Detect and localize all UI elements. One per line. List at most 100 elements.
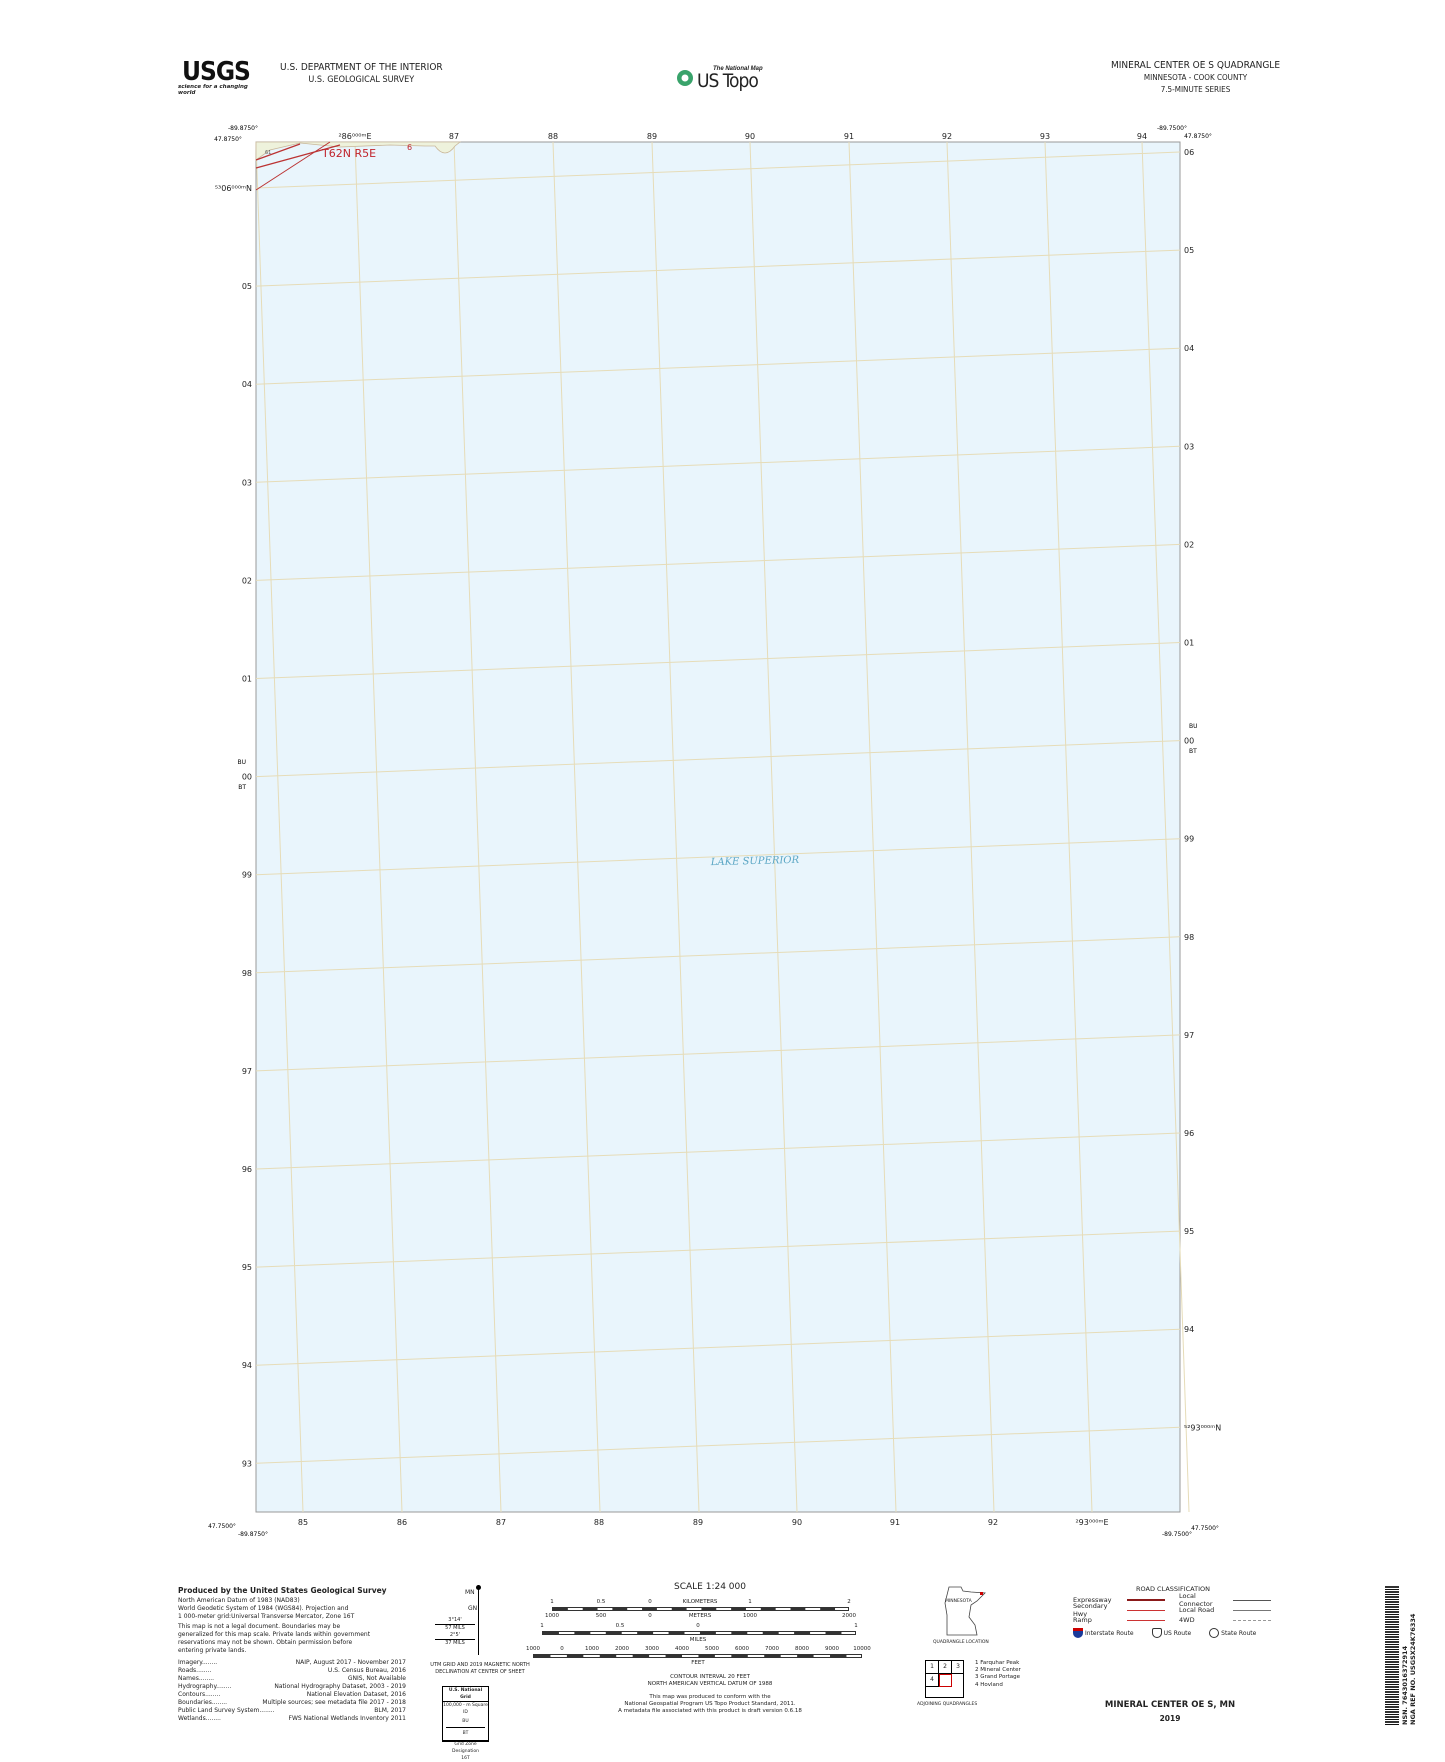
right-tick-label: 02 <box>1184 540 1194 549</box>
utm-grid-line-horizontal <box>255 740 1181 778</box>
bottom-tick-label: 91 <box>890 1518 900 1527</box>
4wd-symbol <box>1233 1619 1271 1621</box>
utm-grid-line-horizontal <box>255 1328 1181 1366</box>
corner-coordinate: -89.8750° <box>238 1531 268 1538</box>
mils-1: 57 MILS <box>445 1625 465 1631</box>
bottom-tick-label: ²93⁰⁰⁰ᵐE <box>1075 1518 1108 1527</box>
angle-2: 2°5' <box>435 1631 475 1640</box>
corner-coordinate: 47.8750° <box>214 136 242 143</box>
right-tick-label: 00 <box>1184 737 1194 746</box>
adjoining-name: 1 Farquhar Peak <box>975 1660 1020 1666</box>
meter-label: 0 <box>648 1613 652 1619</box>
utm-grid-line-vertical <box>1141 141 1190 1513</box>
mile-label: 0.5 <box>615 1623 625 1629</box>
feet-label: 5000 <box>705 1646 719 1652</box>
source-value: FWS National Wetlands Inventory 2011 <box>288 1715 406 1722</box>
adjoining-cell-1: 1 <box>926 1661 939 1674</box>
right-tick-label: 01 <box>1184 639 1194 648</box>
utm-grid-line-vertical <box>848 141 897 1513</box>
source-value: BLM, 2017 <box>374 1707 406 1714</box>
corner-coordinate: 47.8750° <box>1184 133 1212 140</box>
mn-label: MN <box>465 1589 475 1596</box>
contour-line: CONTOUR INTERVAL 20 FEET <box>670 1674 750 1680</box>
usng-gzd-label: Grid Zone Designation <box>443 1740 488 1755</box>
corner-coordinate: -89.7500° <box>1162 1531 1192 1538</box>
state-route-label: State Route <box>1221 1629 1257 1637</box>
left-tick-label: 00 <box>242 773 252 782</box>
quadrangle-location: MINNESOTA QUADRANGLE LOCATION <box>933 1585 1005 1655</box>
mile-unit: MILES <box>689 1637 707 1643</box>
standard-note: This map was produced to conform with th… <box>545 1694 875 1715</box>
left-tick-label: 02 <box>242 576 252 585</box>
utm-grid-line-vertical <box>354 141 403 1513</box>
us-route-shield-icon <box>1151 1628 1162 1638</box>
current-quad-cell <box>939 1674 952 1687</box>
usng-upper: BU <box>462 1719 469 1724</box>
grid-zone-label: BU <box>1189 723 1198 730</box>
usng-box: U.S. National Grid 100,000 - m Square ID… <box>442 1686 489 1761</box>
utm-grid-line-horizontal <box>255 151 1181 189</box>
road-ramp: Ramp <box>1073 1616 1092 1624</box>
us-topo-label: US Topo <box>697 70 759 92</box>
mils-2: 37 MILS <box>445 1640 465 1646</box>
us-route-label: US Route <box>1163 1629 1192 1637</box>
right-tick-label: 04 <box>1184 344 1194 353</box>
source-label: Contours........ <box>178 1691 221 1698</box>
top-tick-label: 87 <box>449 132 459 141</box>
feet-bar <box>533 1654 862 1658</box>
source-label: Imagery........ <box>178 1659 218 1666</box>
angle-1: 3°14' <box>435 1616 475 1625</box>
left-tick-label: 99 <box>242 871 252 880</box>
right-tick-label: 95 <box>1184 1227 1194 1236</box>
left-tick-label: 01 <box>242 675 252 684</box>
km-label: 0.5 <box>596 1599 606 1605</box>
source-row: Roads........ U.S. Census Bureau, 2016 <box>178 1667 406 1675</box>
left-tick-label: 95 <box>242 1263 252 1272</box>
map-year: 2019 <box>1159 1714 1181 1723</box>
left-tick-label: 03 <box>242 478 252 487</box>
utm-grid-line-horizontal <box>255 838 1181 876</box>
star-icon <box>476 1585 481 1590</box>
adjoining-quadrangles: 1 2 3 4 ADJOINING QUADRANGLES 1 Farquhar… <box>917 1660 1021 1707</box>
highway-route <box>255 143 301 161</box>
source-value: GNIS, Not Available <box>347 1675 406 1682</box>
km-label: 0 <box>648 1599 652 1605</box>
adjoining-name: 3 Grand Portage <box>975 1674 1021 1681</box>
state-county: MINNESOTA - COOK COUNTY <box>1143 73 1248 82</box>
gn-label: GN <box>468 1605 478 1612</box>
source-row: Imagery........ NAIP, August 2017 - Novem… <box>178 1659 406 1667</box>
road-title: ROAD CLASSIFICATION <box>1136 1585 1210 1593</box>
utm-grid-line-vertical <box>651 141 700 1513</box>
bottom-tick-label: 90 <box>792 1518 802 1527</box>
km-label: 1 <box>748 1599 752 1605</box>
meter-label: 2000 <box>842 1613 856 1619</box>
feet-unit: FEET <box>691 1660 705 1666</box>
km-label: KILOMETERS <box>682 1599 718 1605</box>
left-tick-label: 04 <box>242 380 252 389</box>
utm-grid-line-horizontal <box>255 445 1181 483</box>
feet-label: 1000 <box>585 1646 599 1652</box>
utm-grid-line-horizontal <box>255 936 1181 974</box>
road-classification: ROAD CLASSIFICATION Expressway Secondary… <box>1073 1585 1273 1638</box>
secondary-symbol <box>1127 1609 1165 1611</box>
right-tick-label: 05 <box>1184 246 1194 255</box>
department-name: U.S. DEPARTMENT OF THE INTERIOR <box>280 62 443 73</box>
utm-grid-line-horizontal <box>255 347 1181 385</box>
left-tick-label: 96 <box>242 1165 252 1174</box>
us-topo-logo: The National Map US Topo <box>676 66 763 92</box>
utm-grid-line-vertical <box>1044 141 1093 1513</box>
meter-label: 500 <box>595 1613 607 1619</box>
local-road-symbol <box>1233 1609 1271 1611</box>
disclaimer-line: generalized for this map scale. Private … <box>178 1631 371 1638</box>
km-label: 1 <box>550 1599 554 1605</box>
standard-line: National Geospatial Program US Topo Prod… <box>624 1701 796 1707</box>
lake-water <box>255 141 1181 1513</box>
top-tick-label: 89 <box>647 132 657 141</box>
utm-grid-line-horizontal <box>255 1034 1181 1072</box>
top-tick-label: 91 <box>844 132 854 141</box>
top-tick-label: ²86⁰⁰⁰ᵐE <box>338 132 371 141</box>
ramp-symbol <box>1127 1619 1165 1621</box>
feet-label: 8000 <box>795 1646 809 1652</box>
top-tick-label: 94 <box>1137 132 1147 141</box>
